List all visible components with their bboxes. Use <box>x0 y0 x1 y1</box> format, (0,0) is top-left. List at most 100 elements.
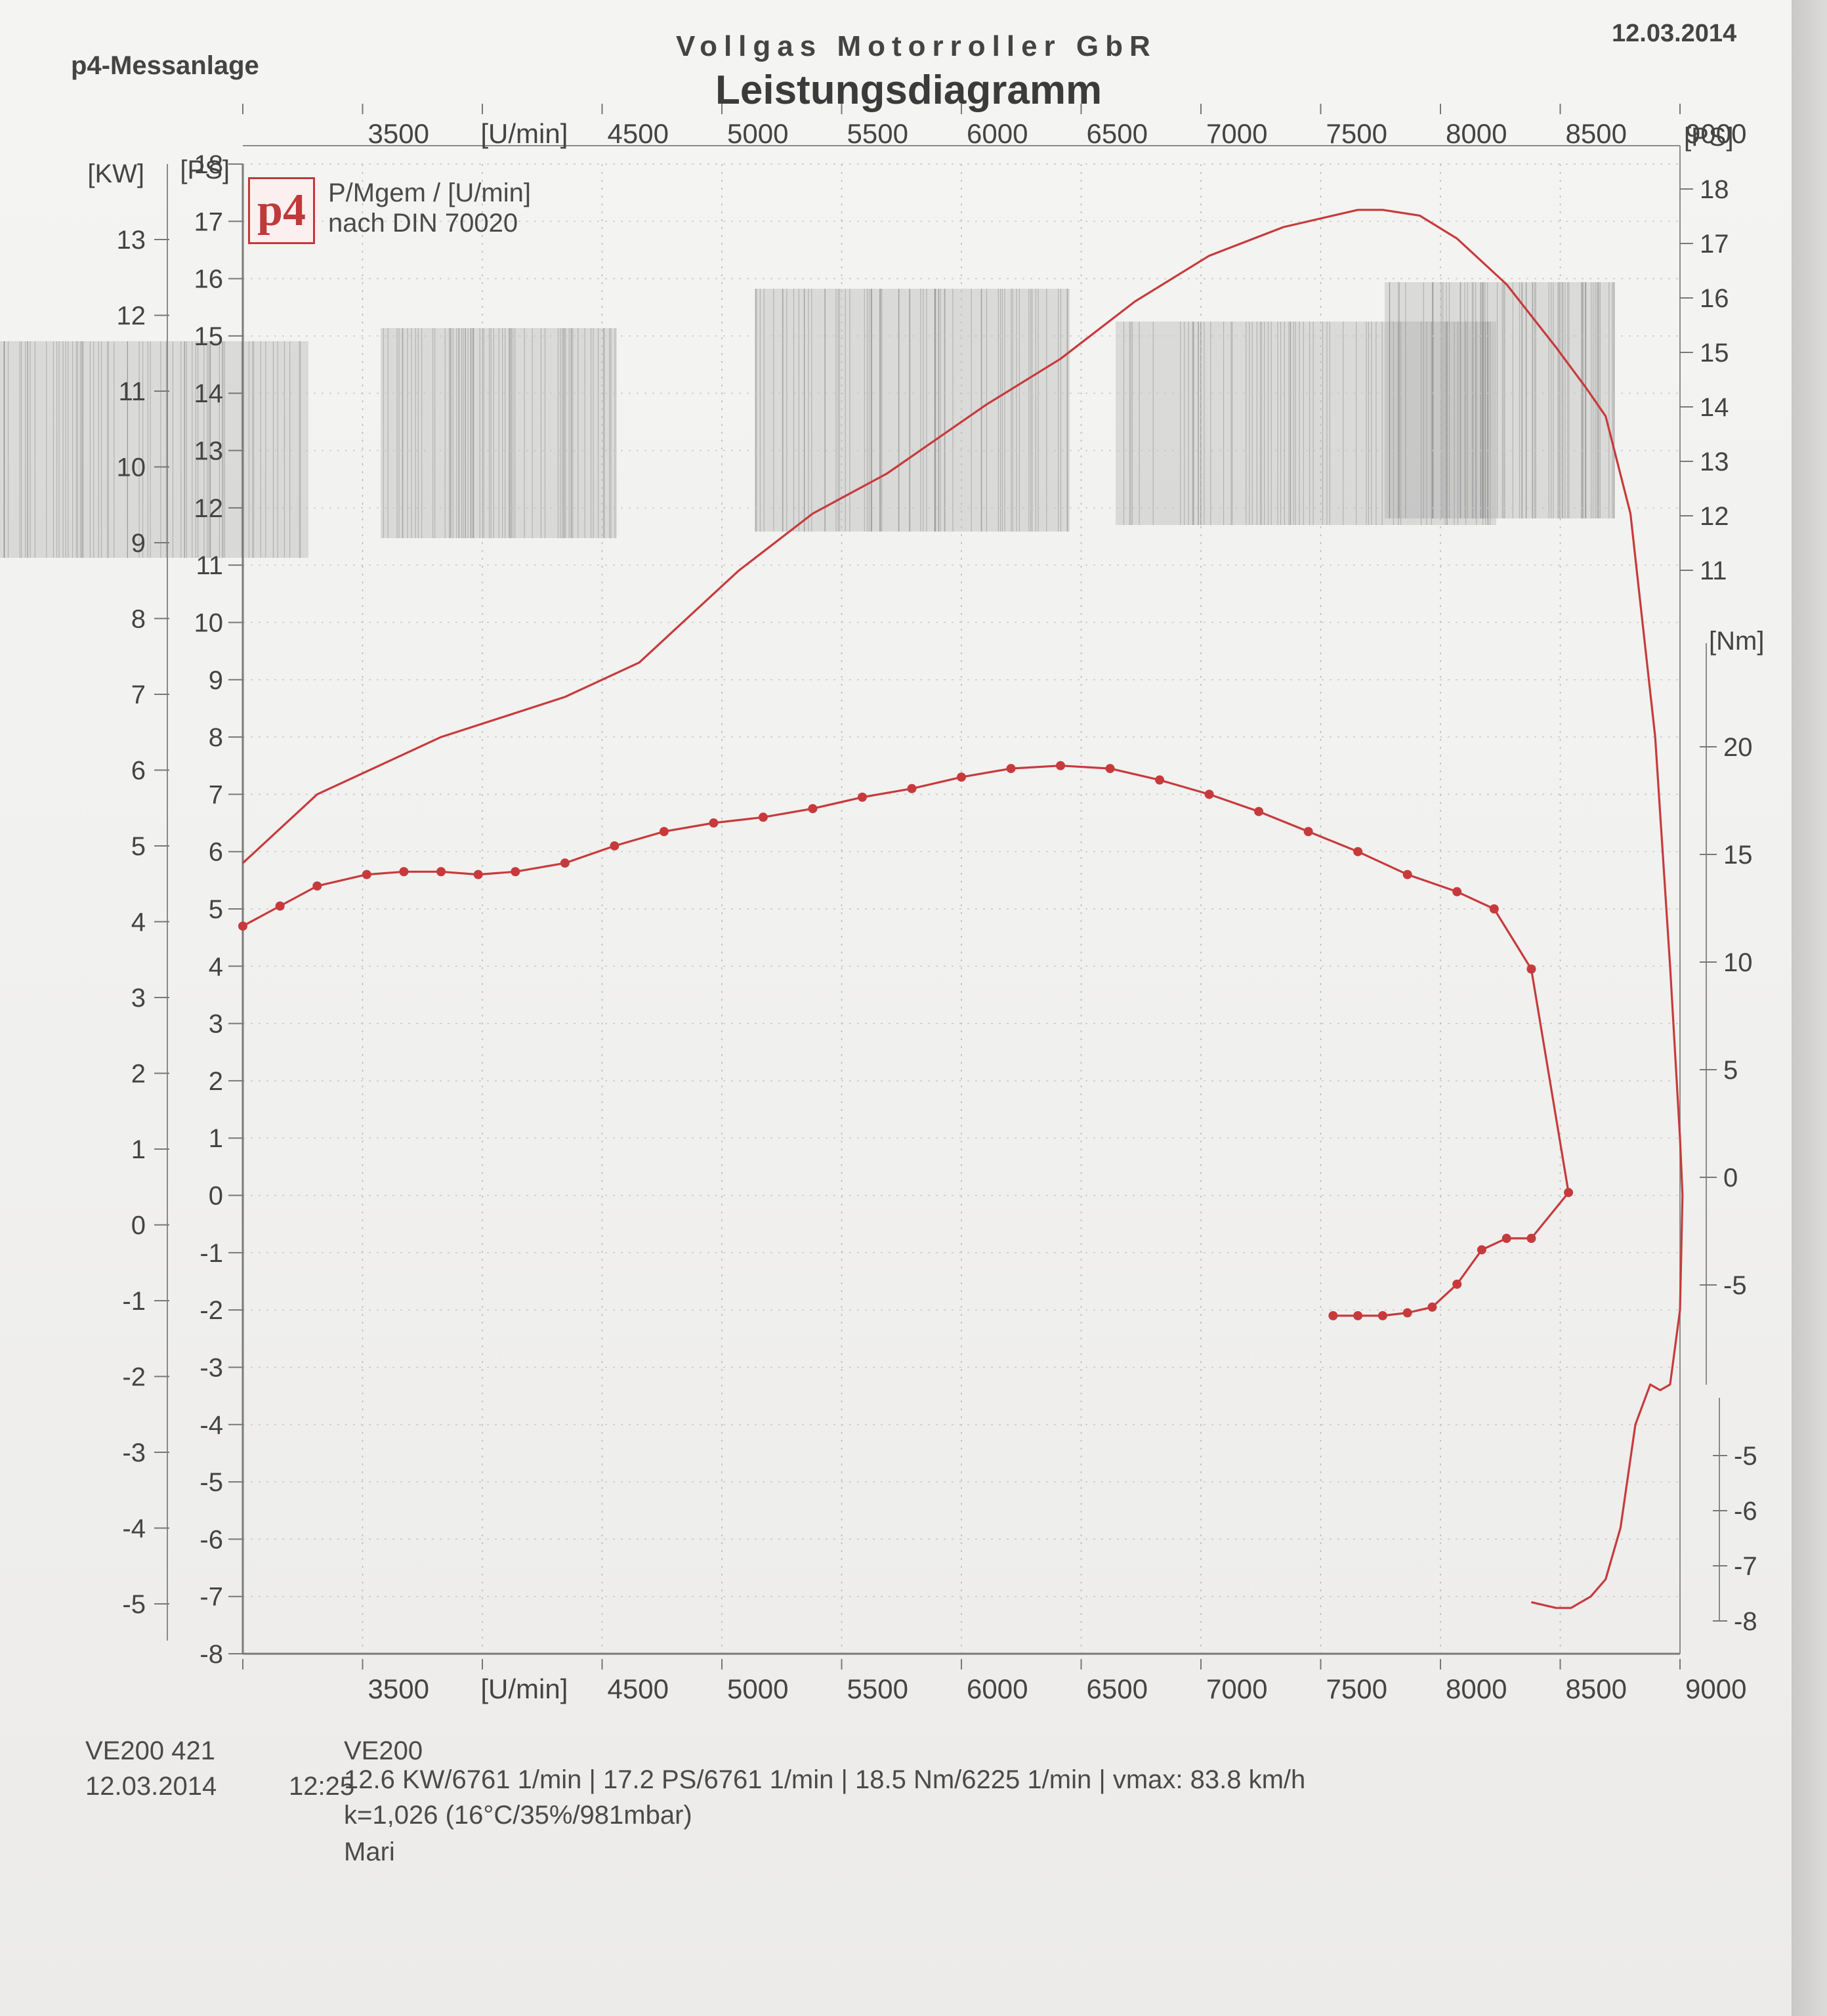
ps-right-tick-label: 16 <box>1700 284 1729 313</box>
ps-tick-label: 6 <box>209 838 223 867</box>
kw-tick-label: 11 <box>118 377 146 406</box>
kw-tick-label: -4 <box>122 1515 146 1544</box>
scan-noise-bands <box>0 282 1615 558</box>
neg-tick-label: -8 <box>1734 1607 1757 1636</box>
series-point <box>1452 887 1462 896</box>
series-point <box>758 812 768 822</box>
kw-axis-label: [KW] <box>87 159 144 188</box>
nm-axis-label: [Nm] <box>1709 627 1764 656</box>
series-point <box>610 841 620 850</box>
series-point <box>1353 1311 1363 1320</box>
series-point <box>1489 904 1499 914</box>
ps-tick-label: 5 <box>209 895 223 924</box>
ps-tick-label: 2 <box>209 1067 223 1096</box>
series-point <box>1452 1279 1462 1289</box>
series-point <box>1402 870 1412 879</box>
series-point <box>511 867 520 877</box>
ps-tick-label: 10 <box>194 608 224 637</box>
ps-right-tick-label: 12 <box>1700 502 1729 531</box>
rpm-top-tick-label: 7500 <box>1326 118 1387 149</box>
legend-line-1: P/Mgem / [U/min] <box>328 178 531 207</box>
kw-tick-label: 4 <box>131 908 146 937</box>
series-point <box>1105 764 1115 774</box>
ps-tick-label: 11 <box>196 551 223 580</box>
series-point <box>1502 1234 1511 1244</box>
series-point <box>1564 1188 1574 1198</box>
neg-tick-label: -6 <box>1734 1497 1757 1526</box>
kw-tick-label: -5 <box>122 1590 146 1619</box>
ps-right-tick-label: 14 <box>1700 393 1729 422</box>
kw-tick-label: 13 <box>117 226 146 255</box>
kw-tick-label: 0 <box>131 1211 146 1240</box>
ps-tick-label: 8 <box>209 723 223 752</box>
kw-tick-label: 7 <box>131 681 146 709</box>
series-point <box>399 867 409 877</box>
series-point <box>1353 847 1363 856</box>
ps-tick-label: -8 <box>200 1640 223 1669</box>
series-point <box>1402 1308 1412 1318</box>
ps-tick-label: 14 <box>194 379 224 408</box>
rpm-bottom-unit-label: [U/min] <box>480 1673 568 1704</box>
rpm-bottom-tick-label: 6500 <box>1087 1673 1148 1704</box>
paper-edge <box>1792 0 1827 2016</box>
rpm-bottom-tick-label: 7500 <box>1326 1673 1387 1704</box>
series-point <box>1155 775 1165 785</box>
ps-tick-label: 18 <box>194 150 224 179</box>
rpm-top-tick-label: 5000 <box>727 118 788 149</box>
axis-tick-labels: 1817161514131211109876543210-1-2-3-4-5-6… <box>87 104 1764 1704</box>
kw-tick-label: -2 <box>122 1363 146 1392</box>
ps-right-tick-label: 15 <box>1700 339 1729 368</box>
series-point <box>1526 1234 1536 1244</box>
legend-line-2: nach DIN 70020 <box>328 209 518 238</box>
series-point <box>1377 1311 1387 1320</box>
rpm-top-tick-label: 3500 <box>368 118 429 149</box>
kw-tick-label: -3 <box>122 1438 146 1467</box>
series-point <box>659 827 669 837</box>
kw-tick-label: 12 <box>117 302 146 331</box>
kw-tick-label: 10 <box>117 453 146 482</box>
ps-right-tick-label: 11 <box>1700 556 1727 585</box>
noise-band <box>0 341 308 558</box>
ps-tick-label: -1 <box>200 1239 223 1268</box>
noise-band <box>755 289 1070 532</box>
series-point <box>1006 764 1016 774</box>
rpm-bottom-tick-label: 8500 <box>1566 1673 1627 1704</box>
ps-axis-label: [PS] <box>180 156 230 184</box>
series-point <box>362 870 371 879</box>
ps-tick-label: 13 <box>194 437 224 466</box>
rpm-top-tick-label: 6000 <box>967 118 1028 149</box>
rpm-top-tick-label: 6500 <box>1087 118 1148 149</box>
rpm-top-tick-label: 7000 <box>1206 118 1267 149</box>
rpm-top-tick-label: 9000 <box>1685 118 1746 149</box>
noise-band <box>381 328 617 538</box>
company-name: Vollgas Motorroller GbR <box>676 30 1157 62</box>
series-point <box>473 870 483 879</box>
series-point <box>1056 761 1066 770</box>
series-point <box>436 867 446 877</box>
kw-tick-label: 8 <box>131 605 146 634</box>
test-date: 12.03.2014 <box>85 1772 217 1801</box>
series-point <box>907 784 917 793</box>
series-point <box>857 792 867 802</box>
ps-right-axis-label: [PS] <box>1684 123 1734 152</box>
ps-tick-label: 17 <box>194 207 224 236</box>
rpm-bottom-tick-label: 7000 <box>1206 1673 1267 1704</box>
series-point <box>1328 1311 1338 1320</box>
operator-name: Mari <box>344 1838 395 1866</box>
kw-tick-label: -1 <box>122 1287 146 1316</box>
ps-tick-label: -7 <box>200 1583 223 1612</box>
rpm-bottom-tick-label: 5000 <box>727 1673 788 1704</box>
series-point <box>238 921 247 931</box>
kw-tick-label: 5 <box>131 832 146 861</box>
report-date: 12.03.2014 <box>1612 20 1737 47</box>
series-point <box>1303 827 1313 837</box>
ps-right-tick-label: 13 <box>1700 448 1729 476</box>
rpm-top-tick-label: 4500 <box>608 118 669 149</box>
ps-tick-label: 15 <box>194 322 224 351</box>
series-point <box>1204 789 1214 799</box>
rpm-bottom-tick-label: 4500 <box>608 1673 669 1704</box>
rpm-bottom-tick-label: 8000 <box>1446 1673 1507 1704</box>
test-time: 12:25 <box>289 1772 355 1801</box>
ps-tick-label: -2 <box>200 1296 223 1325</box>
ps-tick-label: -5 <box>200 1468 223 1497</box>
